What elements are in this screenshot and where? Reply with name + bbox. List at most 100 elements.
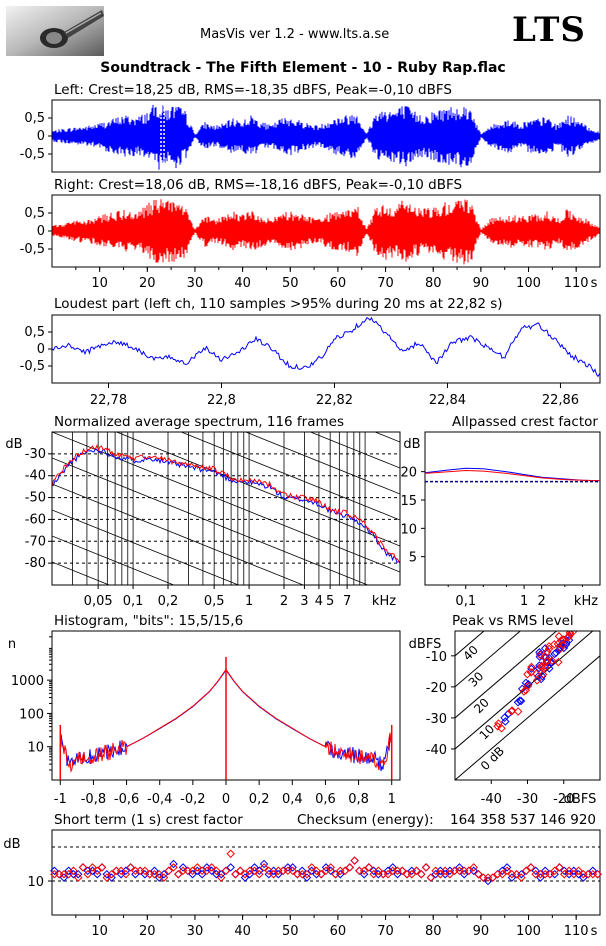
left-channel-label: Left: Crest=18,25 dB, RMS=-18,35 dBFS, P… bbox=[54, 82, 452, 98]
peakrms-point-right bbox=[538, 670, 548, 679]
spectrum-label: Normalized average spectrum, 116 frames bbox=[54, 414, 344, 430]
shortterm-xtick-label: 100 bbox=[516, 924, 541, 939]
shortterm-unit: dB bbox=[3, 837, 20, 852]
peakrms-point-left bbox=[516, 696, 526, 706]
shortterm-point-right bbox=[302, 869, 312, 879]
shortterm-point-right bbox=[174, 869, 183, 879]
shortterm-point-right bbox=[398, 866, 407, 876]
loudest-xtick-label: 22,84 bbox=[429, 393, 466, 408]
shortterm-point-right bbox=[464, 866, 474, 876]
time-xtick-label: 70 bbox=[377, 276, 394, 291]
shortterm-point-left bbox=[350, 856, 359, 865]
allpass-axis-unit: kHz bbox=[574, 594, 598, 609]
shortterm-point-right bbox=[197, 866, 207, 876]
loudest-ytick-label: -0,5 bbox=[20, 359, 45, 374]
shortterm-point-right bbox=[517, 873, 526, 882]
time-axis-unit: s bbox=[591, 276, 598, 291]
shortterm-point-right bbox=[126, 863, 135, 872]
peakrms-diagonal-label: 30 bbox=[466, 669, 487, 690]
shortterm-point-right bbox=[579, 869, 588, 879]
shortterm-label: Short term (1 s) crest factor bbox=[54, 812, 243, 828]
histogram-xtick-label: -0,4 bbox=[147, 792, 172, 807]
shortterm-xtick-label: 40 bbox=[234, 924, 251, 939]
allpass-xtick-label: 2 bbox=[538, 594, 546, 609]
peakrms-diagonal-label: 0 dB bbox=[478, 744, 507, 773]
allpass-label: Allpassed crest factor bbox=[452, 414, 598, 430]
shortterm-point-right bbox=[259, 863, 269, 872]
peakrms-ytick-label: -30 bbox=[426, 712, 447, 727]
spectrum-series-right bbox=[52, 444, 400, 564]
shortterm-point-right bbox=[450, 866, 459, 876]
histogram-ytick-label: 10 bbox=[27, 741, 44, 756]
shortterm-point-right bbox=[316, 869, 326, 879]
peakrms-point-right bbox=[565, 631, 575, 637]
loudest-ytick-label: 0,5 bbox=[24, 325, 45, 340]
shortterm-point-right bbox=[455, 866, 464, 876]
spectrum-ytick-label: -80 bbox=[25, 556, 46, 571]
shortterm-point-right bbox=[274, 866, 283, 876]
shortterm-point-right bbox=[340, 866, 350, 876]
spectrum-xtick-label: 3 bbox=[300, 594, 308, 609]
loudest-xtick-label: 22,8 bbox=[207, 393, 236, 408]
histogram-xtick-label: 0,8 bbox=[348, 792, 369, 807]
shortterm-point-right bbox=[207, 863, 216, 872]
shortterm-point-right bbox=[564, 866, 574, 876]
shortterm-point-right bbox=[507, 869, 517, 879]
shortterm-point-right bbox=[226, 849, 235, 859]
histogram-xtick-label: -0,2 bbox=[180, 792, 205, 807]
time-xtick-label: 80 bbox=[425, 276, 442, 291]
shortterm-point-right bbox=[116, 866, 126, 876]
shortterm-point-right bbox=[145, 869, 154, 879]
spectrum-frame bbox=[51, 431, 401, 586]
shortterm-point-right bbox=[431, 866, 440, 876]
shortterm-point-right bbox=[107, 869, 116, 879]
histogram-xtick-label: -0,6 bbox=[114, 792, 139, 807]
spectrum-ytick-label: -50 bbox=[25, 491, 46, 506]
shortterm-point-right bbox=[336, 866, 345, 876]
allpass-series-right bbox=[424, 469, 601, 482]
spectrum-xtick-label: 1 bbox=[245, 594, 253, 609]
shortterm-point-right bbox=[593, 869, 602, 879]
spectrum-xtick-label: 0,2 bbox=[158, 594, 179, 609]
histogram-ytick-label: 100 bbox=[19, 707, 44, 722]
peakrms-ytick-label: -40 bbox=[426, 743, 447, 758]
shortterm-point-right bbox=[245, 866, 254, 876]
peakrms-diagonal-label: 20 bbox=[471, 695, 492, 716]
peakrms-point-right bbox=[544, 644, 554, 654]
shortterm-point-right bbox=[531, 869, 540, 879]
shortterm-point-right bbox=[378, 869, 388, 879]
shortterm-point-right bbox=[588, 869, 598, 879]
histogram-xtick-label: 0,2 bbox=[249, 792, 270, 807]
shortterm-point-right bbox=[154, 869, 164, 879]
shortterm-point-left bbox=[226, 863, 235, 872]
shortterm-point-right bbox=[159, 873, 169, 882]
shortterm-point-right bbox=[193, 863, 202, 872]
shortterm-point-right bbox=[412, 866, 421, 876]
peakrms-point-right bbox=[532, 676, 542, 685]
peakrms-point-left bbox=[551, 648, 561, 658]
waveform-right-ytick-label: -0,5 bbox=[20, 242, 45, 257]
shortterm-point-right bbox=[369, 869, 378, 879]
shortterm-point-right bbox=[221, 866, 231, 876]
shortterm-point-right bbox=[383, 869, 393, 879]
peakrms-point-right bbox=[554, 632, 564, 641]
shortterm-point-right bbox=[459, 866, 469, 876]
shortterm-point-right bbox=[54, 869, 64, 879]
peakrms-point-left bbox=[538, 671, 547, 681]
shortterm-point-right bbox=[202, 866, 212, 876]
spectrum-slope-line bbox=[52, 509, 240, 585]
shortterm-point-right bbox=[59, 869, 69, 879]
waveform-right-ytick-label: 0,5 bbox=[24, 206, 45, 221]
shortterm-point-right bbox=[436, 869, 445, 879]
shortterm-point-right bbox=[331, 869, 340, 879]
spectrum-slope-line bbox=[180, 432, 400, 521]
shortterm-point-right bbox=[97, 863, 107, 872]
shortterm-point-right bbox=[512, 869, 521, 879]
shortterm-point-right bbox=[321, 866, 331, 876]
shortterm-point-right bbox=[417, 869, 426, 879]
loudest-signal bbox=[51, 316, 600, 378]
shortterm-point-right bbox=[483, 873, 493, 882]
spectrum-slope-line bbox=[52, 483, 305, 585]
shortterm-point-right bbox=[402, 869, 412, 879]
